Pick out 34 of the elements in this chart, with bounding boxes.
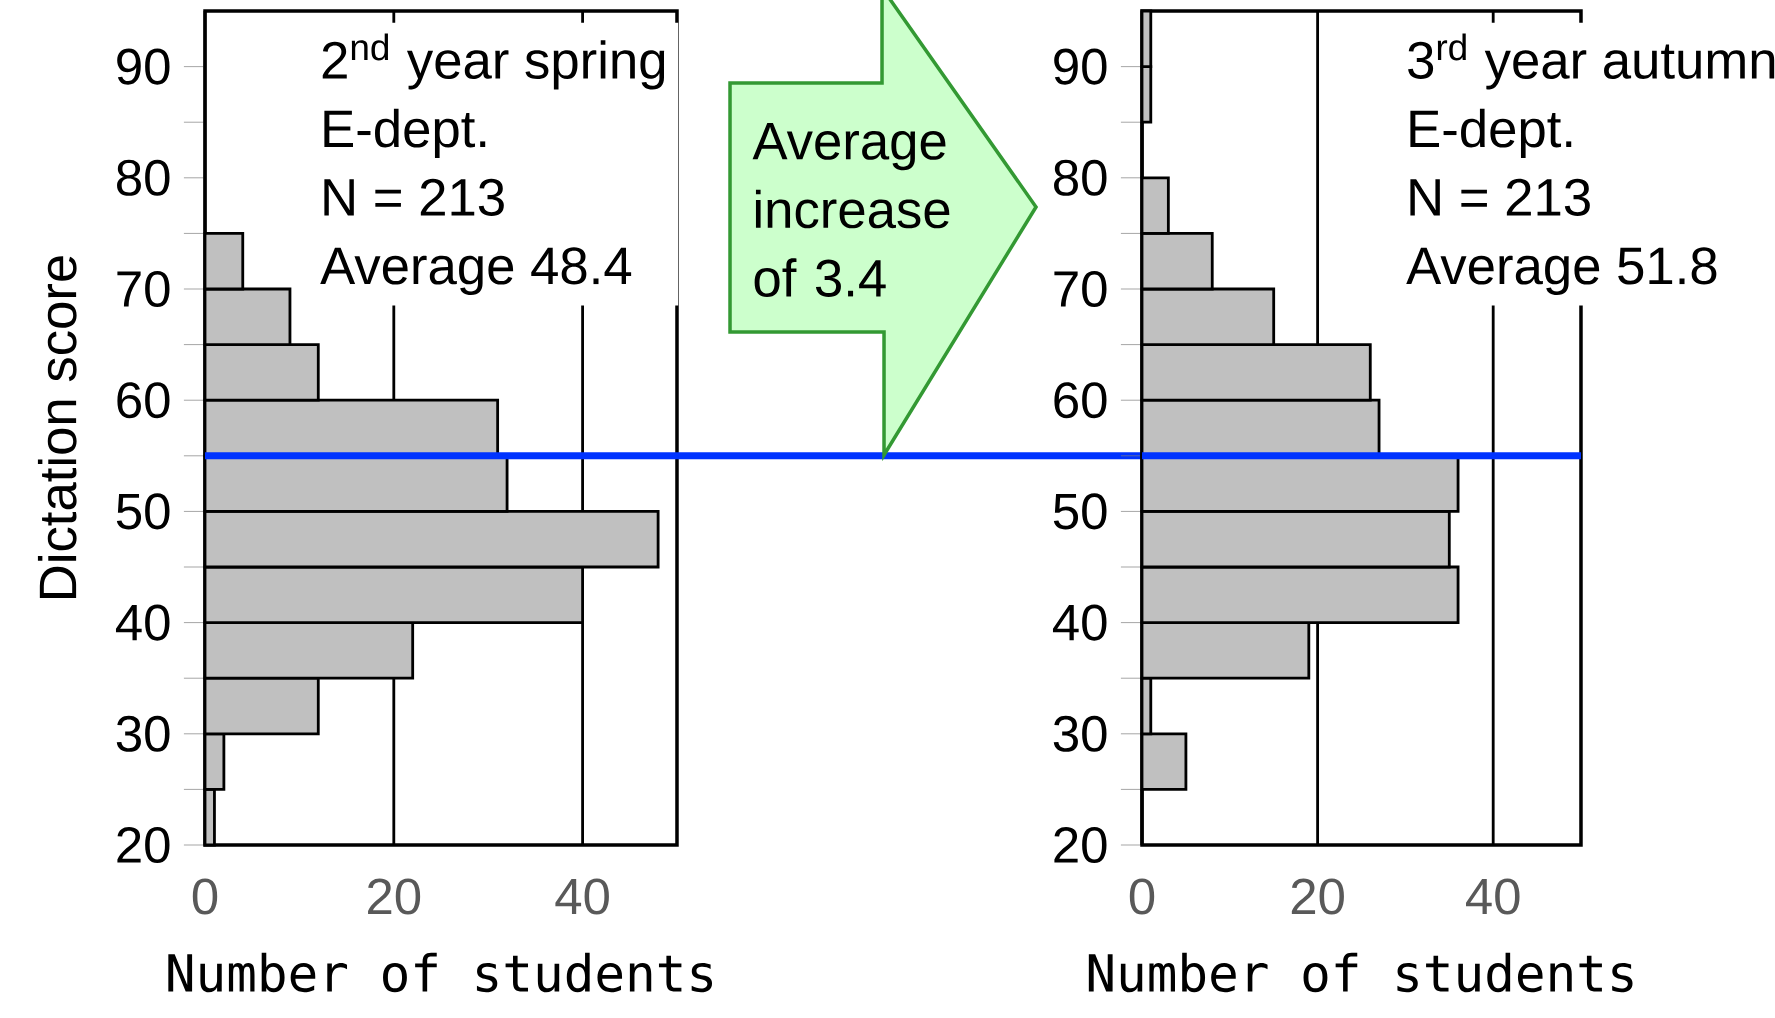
x-tick-label: 20 bbox=[368, 878, 421, 915]
y-tick-label: 60 bbox=[117, 382, 170, 419]
annotation: Average 51.8 bbox=[1406, 247, 1717, 295]
text: Average increase of 3.4 bbox=[752, 123, 950, 297]
y-tick-label: 40 bbox=[115, 604, 170, 641]
x-tick-label: 40 bbox=[555, 878, 609, 915]
y-tick-label: 80 bbox=[117, 159, 170, 196]
y-tick-label: 90 bbox=[1054, 48, 1107, 85]
y-tick-label: 50 bbox=[116, 493, 170, 530]
y-tick-label: 30 bbox=[1053, 715, 1107, 752]
y-tick-label: 70 bbox=[1054, 270, 1107, 308]
annotation: N = 213 bbox=[1410, 178, 1590, 217]
y-tick-label: 80 bbox=[1054, 159, 1107, 196]
x-tick-label: 0 bbox=[1129, 878, 1155, 915]
annotation: N = 213 bbox=[324, 178, 504, 217]
y-tick-label: 90 bbox=[117, 48, 170, 85]
y-tick-label: 60 bbox=[1054, 382, 1107, 419]
x-axis-title: Number of students bbox=[168, 952, 713, 993]
y-tick-label: 20 bbox=[1054, 826, 1107, 864]
y-tick-label: 30 bbox=[116, 715, 170, 752]
y-tick-label: 20 bbox=[117, 826, 170, 864]
x-tick-label: 20 bbox=[1291, 878, 1344, 915]
y-tick-label: 40 bbox=[1052, 604, 1107, 641]
y-tick-label: 50 bbox=[1053, 493, 1107, 530]
annotation: 2$^{nd}$ year spring bbox=[322, 33, 665, 90]
annotation: 3$^{rd}$ year autumn bbox=[1408, 33, 1775, 90]
annotation: Average 48.4 bbox=[320, 247, 632, 295]
x-tick-label: 0 bbox=[192, 878, 218, 915]
annotation: E-dept. bbox=[1410, 108, 1572, 158]
x-tick-label: 40 bbox=[1466, 878, 1520, 915]
y-axis-title: Dictation score bbox=[37, 256, 77, 599]
x-axis-title: Number of students bbox=[1088, 952, 1633, 993]
annotation: E-dept. bbox=[324, 108, 486, 158]
y-tick-label: 70 bbox=[117, 270, 170, 308]
